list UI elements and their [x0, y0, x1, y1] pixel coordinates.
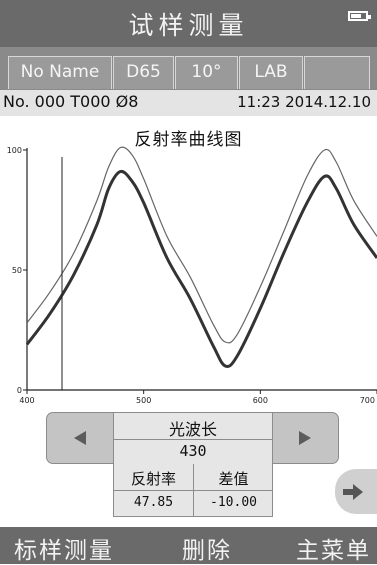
prev-wavelength-button[interactable]	[47, 413, 113, 463]
series-line-standard	[25, 169, 377, 369]
tab-sample-name[interactable]: No Name	[8, 56, 112, 89]
bottom-bar: 标样测量 删除 主菜单	[0, 527, 377, 564]
standard-measure-button[interactable]: 标样测量	[14, 538, 114, 564]
tab-observer[interactable]: 10°	[175, 56, 238, 89]
wavelength-value: 430	[179, 442, 207, 460]
y-tick-label: 0	[17, 386, 22, 395]
wavelength-box: 光波长 430	[113, 412, 273, 465]
tab-color-space[interactable]: LAB	[239, 56, 303, 89]
divider	[114, 439, 272, 440]
readout-table: 反射率 差值 47.85 -10.00	[113, 464, 273, 517]
wavelength-label: 光波长	[168, 420, 217, 439]
y-tick-label: 100	[7, 146, 22, 155]
x-tick-label: 500	[136, 396, 151, 405]
battery-icon	[348, 11, 371, 21]
delete-button[interactable]: 删除	[182, 538, 232, 564]
title-bar: 试样测量	[0, 0, 377, 47]
next-wavelength-button[interactable]	[272, 413, 338, 463]
diff-label: 差值	[218, 470, 249, 488]
chart-title: 反射率曲线图	[134, 130, 243, 150]
diff-value: -10.00	[210, 495, 257, 510]
tab-empty[interactable]	[304, 56, 370, 89]
triangle-right-icon	[299, 431, 311, 445]
page-title: 试样测量	[128, 10, 249, 40]
x-tick-label: 600	[253, 396, 268, 405]
series-line-sample	[26, 146, 377, 344]
sample-id: No. 000 T000 Ø8	[3, 92, 139, 111]
reflectance-chart: 0 50 100 400 500 600 700	[7, 146, 377, 405]
x-tick-label: 700	[360, 396, 375, 405]
triangle-left-icon	[74, 431, 86, 445]
main-menu-button[interactable]: 主菜单	[296, 538, 371, 564]
tab-row: No Name D65 10° LAB	[0, 47, 377, 90]
divider	[114, 490, 272, 491]
reflectance-label: 反射率	[130, 470, 176, 488]
info-row: No. 000 T000 Ø8 11:23 2014.12.10	[0, 90, 377, 116]
page-next-button[interactable]	[335, 469, 377, 514]
arrow-right-icon	[343, 483, 363, 500]
y-tick-label: 50	[12, 266, 22, 275]
tab-illuminant[interactable]: D65	[113, 56, 174, 89]
x-tick-label: 400	[19, 396, 34, 405]
reflectance-value: 47.85	[133, 495, 174, 510]
datetime: 11:23 2014.12.10	[237, 93, 371, 111]
